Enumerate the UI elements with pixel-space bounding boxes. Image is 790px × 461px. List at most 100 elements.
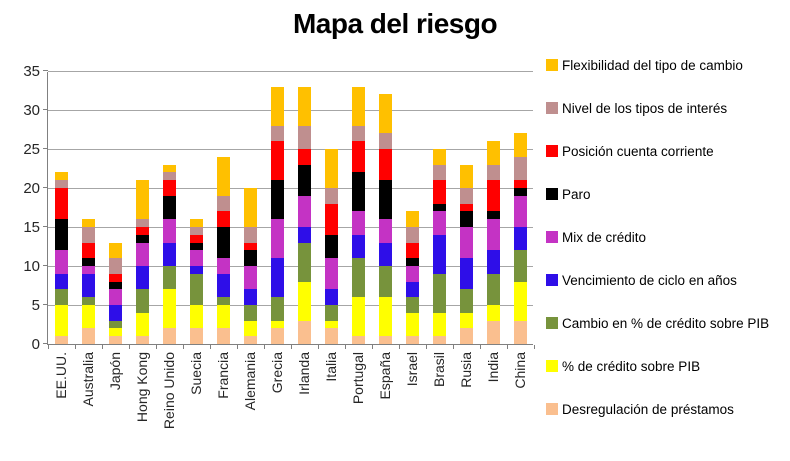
- bar-segment: [55, 188, 68, 220]
- bar-stack: [325, 149, 338, 344]
- bar-segment: [460, 203, 473, 212]
- bar-segment: [298, 281, 311, 321]
- bar-segment: [298, 320, 311, 344]
- bar-segment: [82, 258, 95, 267]
- bar-segment: [217, 305, 230, 329]
- bar-segment: [325, 320, 338, 329]
- legend-label: Flexibilidad del tipo de cambio: [562, 57, 743, 73]
- bar-segment: [82, 273, 95, 298]
- legend-label: Desregulación de préstamos: [562, 401, 734, 417]
- bar-segment: [136, 289, 149, 313]
- x-tick-mark: [210, 345, 211, 349]
- bar-segment: [460, 328, 473, 344]
- x-tick-mark: [183, 345, 184, 349]
- bar-segment: [325, 188, 338, 204]
- x-tick-mark: [48, 345, 49, 349]
- bar-segment: [514, 227, 527, 251]
- bar-segment: [271, 328, 284, 344]
- y-tick-mark: [43, 70, 48, 71]
- bar-stack: [271, 86, 284, 344]
- x-tick-mark: [534, 345, 535, 349]
- bar-segment: [244, 289, 257, 306]
- x-tick-mark: [372, 345, 373, 349]
- bar-segment: [217, 227, 230, 259]
- bar-segment: [352, 86, 365, 126]
- bar-segment: [514, 180, 527, 189]
- bar-stack: [136, 180, 149, 344]
- bar-segment: [406, 258, 419, 267]
- x-category-label: Italia: [322, 352, 339, 382]
- bar-segment: [487, 320, 500, 344]
- legend-swatch: [546, 188, 558, 200]
- bar-segment: [163, 266, 176, 290]
- bar-segment: [82, 266, 95, 274]
- legend-item: Vencimiento de ciclo en años: [546, 271, 790, 289]
- bar-stack: [217, 156, 230, 344]
- legend-label: Mix de crédito: [562, 229, 647, 245]
- bar-segment: [82, 227, 95, 243]
- bar-segment: [217, 211, 230, 228]
- y-tick-label: 25: [23, 141, 40, 158]
- legend-swatch: [546, 274, 558, 286]
- bar-segment: [271, 219, 284, 259]
- bar-segment: [109, 258, 122, 274]
- bar-segment: [244, 250, 257, 267]
- bar-segment: [244, 320, 257, 337]
- bar-segment: [55, 180, 68, 189]
- y-tick-label: 5: [31, 297, 40, 314]
- y-tick-label: 30: [23, 102, 40, 119]
- bar-stack: [460, 164, 473, 344]
- bar-segment: [325, 258, 338, 290]
- bar-segment: [433, 180, 446, 204]
- bar-stack: [406, 211, 419, 344]
- bar-segment: [136, 219, 149, 228]
- x-tick-mark: [264, 345, 265, 349]
- chart-title: Mapa del riesgo: [292, 8, 498, 39]
- bar-segment: [163, 328, 176, 344]
- gridline: [48, 71, 533, 72]
- y-tick-label: 35: [23, 63, 40, 80]
- x-category-label: España: [376, 352, 393, 400]
- bar-segment: [352, 234, 365, 259]
- bar-segment: [244, 336, 257, 344]
- bar-segment: [109, 242, 122, 259]
- bar-segment: [136, 180, 149, 220]
- legend-label: Cambio en % de crédito sobre PIB: [562, 315, 770, 331]
- bar-segment: [298, 125, 311, 150]
- y-tick-label: 20: [23, 180, 40, 197]
- bar-stack: [352, 86, 365, 344]
- bar-segment: [82, 219, 95, 228]
- bar-segment: [487, 273, 500, 306]
- bar-segment: [55, 289, 68, 306]
- x-category-label: Alemania: [241, 352, 258, 411]
- bar-segment: [271, 141, 284, 181]
- bar-segment: [406, 297, 419, 313]
- bar-segment: [352, 211, 365, 235]
- bar-stack: [190, 219, 203, 344]
- bar-segment: [136, 266, 149, 290]
- bar-stack: [379, 94, 392, 344]
- bar-segment: [487, 219, 500, 251]
- bar-segment: [379, 336, 392, 344]
- bar-segment: [514, 156, 527, 181]
- bar-segment: [406, 227, 419, 243]
- gridline: [48, 305, 533, 306]
- bar-segment: [82, 297, 95, 306]
- legend-label: % de crédito sobre PIB: [562, 358, 701, 374]
- bar-segment: [163, 219, 176, 243]
- x-tick-mark: [480, 345, 481, 349]
- legend-item: Paro: [546, 185, 790, 203]
- legend-item: Desregulación de préstamos: [546, 400, 790, 418]
- bar-segment: [271, 125, 284, 142]
- bar-segment: [406, 336, 419, 344]
- bar-segment: [352, 172, 365, 212]
- bar-segment: [271, 258, 284, 298]
- bar-segment: [514, 250, 527, 282]
- bar-segment: [406, 211, 419, 228]
- bar-segment: [190, 227, 203, 235]
- bar-segment: [379, 180, 392, 220]
- bar-segment: [514, 188, 527, 196]
- x-category-label: EE.UU.: [52, 352, 69, 399]
- gridline: [48, 110, 533, 111]
- bar-segment: [244, 188, 257, 228]
